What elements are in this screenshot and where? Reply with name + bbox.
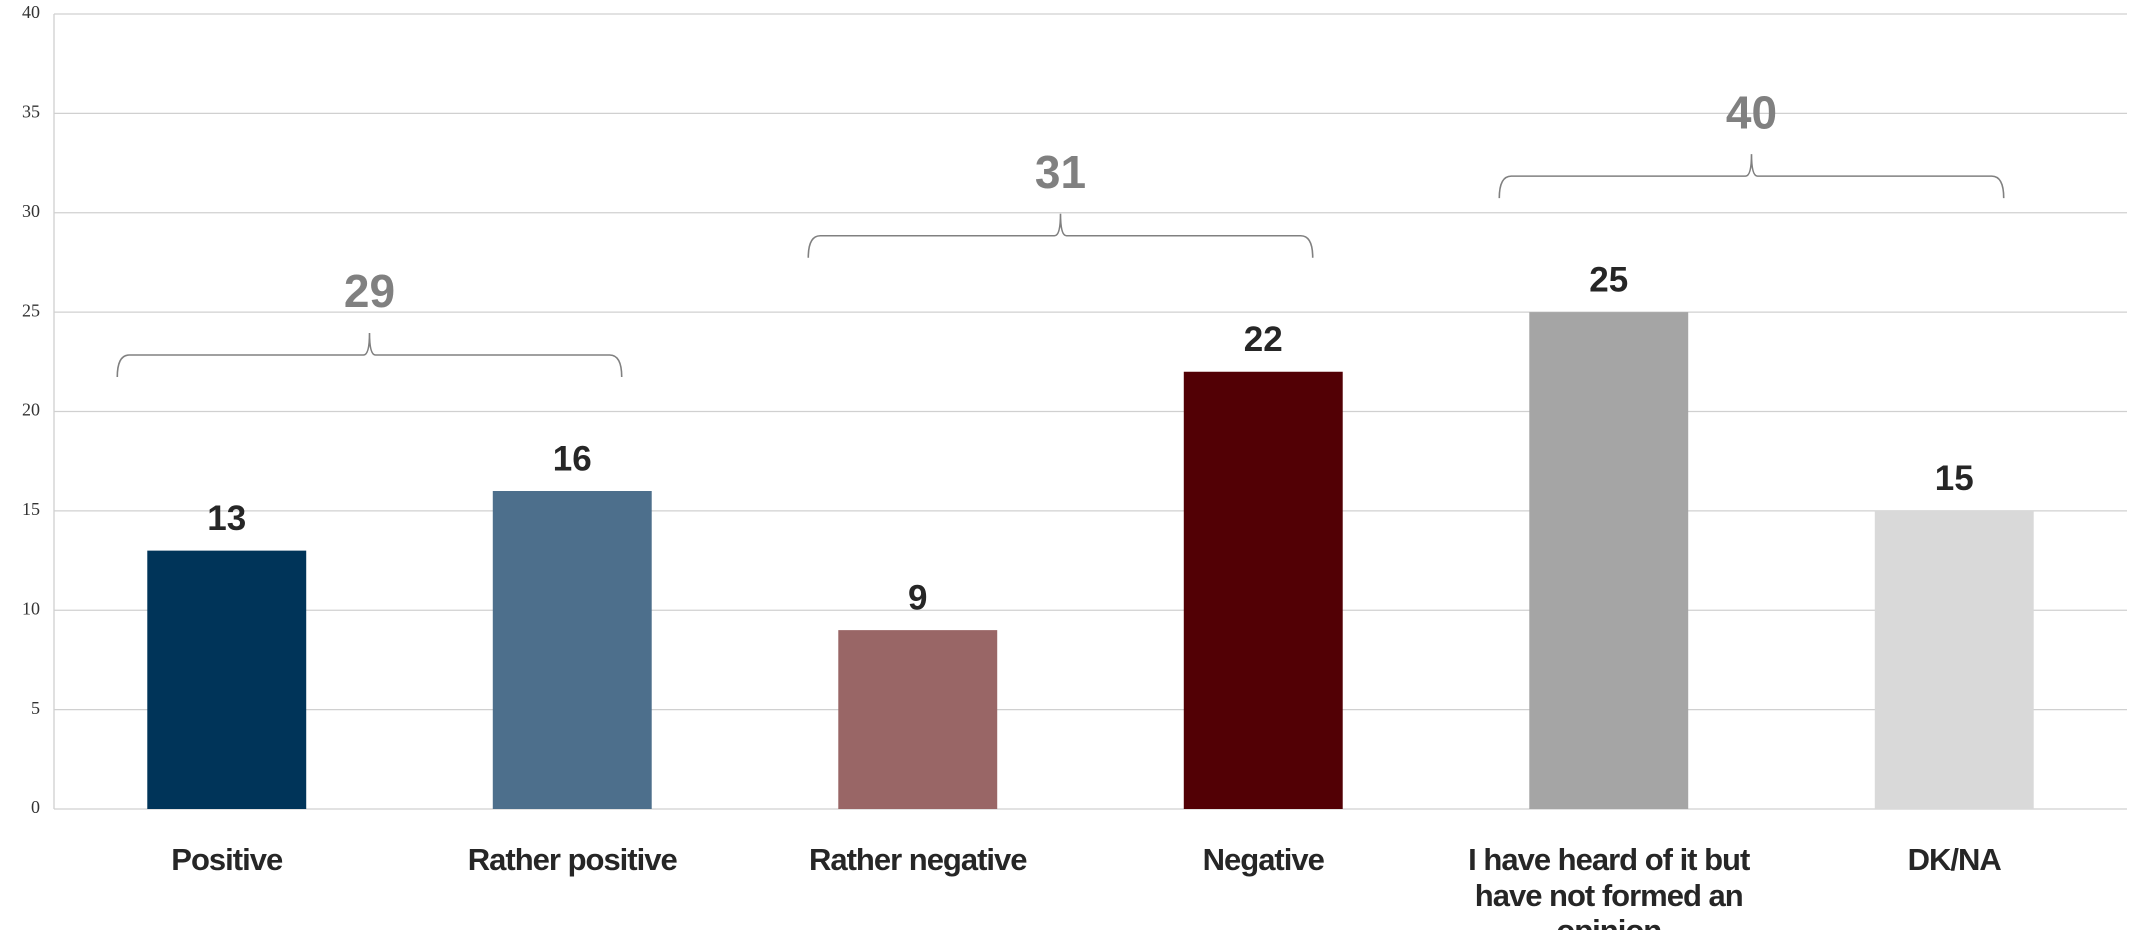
bar	[1529, 312, 1689, 809]
group-total: 29	[344, 265, 395, 317]
bracket	[116, 332, 623, 378]
y-tick-label: 35	[22, 102, 40, 122]
y-tick-label: 15	[22, 499, 40, 519]
y-tick-label: 10	[22, 598, 40, 618]
bar	[1183, 371, 1343, 809]
bar	[1874, 510, 2034, 809]
bar	[838, 630, 998, 809]
y-tick-label: 30	[22, 201, 40, 221]
y-tick-label: 5	[31, 698, 40, 718]
y-tick-label: 40	[22, 2, 40, 22]
x-tick-label: I have heard of it but have not formed a…	[1468, 842, 1750, 930]
x-tick-label: Rather positive	[467, 842, 678, 877]
y-tick-label: 25	[22, 300, 40, 320]
y-tick-label: 0	[31, 797, 40, 817]
y-tick-label: 20	[22, 400, 40, 420]
bracket	[807, 213, 1314, 258]
x-tick-label: Positive	[171, 842, 283, 877]
value-label: 13	[207, 499, 246, 538]
x-tick-label: DK/NA	[1907, 842, 2002, 877]
group-total: 31	[1035, 146, 1086, 198]
group-total: 40	[1726, 86, 1777, 138]
value-label: 25	[1589, 260, 1628, 299]
value-label: 22	[1244, 320, 1283, 359]
value-label: 15	[1935, 459, 1974, 498]
x-tick-label: Rather negative	[808, 842, 1028, 877]
value-label: 9	[908, 578, 927, 617]
value-label: 16	[553, 439, 592, 478]
x-tick-label: Negative	[1202, 842, 1325, 877]
bar	[492, 491, 652, 809]
bar	[147, 550, 307, 809]
bracket	[1498, 154, 2005, 199]
